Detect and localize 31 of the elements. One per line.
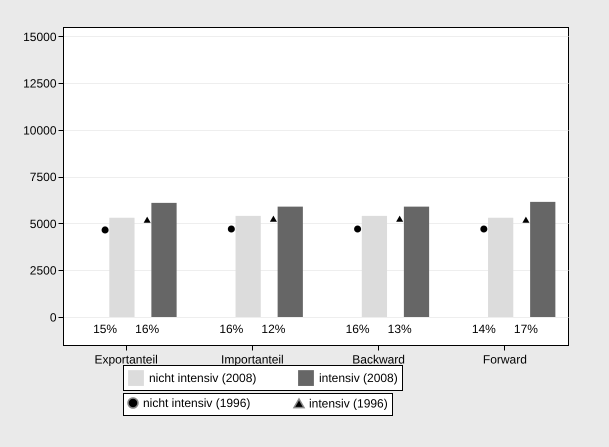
annotation: 16% [346,322,370,336]
legend-label: intensiv (2008) [319,371,398,386]
x-tick-label: Importanteil [221,352,284,366]
annotation: 12% [261,322,286,336]
y-tick-label: 0 [50,310,57,324]
y-tick-label: 7500 [30,170,57,184]
x-tick-label: Forward [482,352,527,366]
bar [404,206,430,317]
legend-label: nicht intensiv (1996) [143,396,250,410]
bar [362,216,388,317]
bar [530,202,556,317]
y-tick-label: 15000 [23,30,57,44]
x-tick-label: Exportanteil [94,352,158,366]
bar [109,218,135,317]
annotation: 16% [219,322,244,336]
annotation: 16% [135,322,160,336]
annotation: 17% [514,322,538,336]
y-tick-label: 10000 [23,123,57,138]
legend-label: intensiv (1996) [309,396,388,410]
x-tick-label: Backward [352,352,405,366]
bar [236,216,261,317]
bar [488,218,514,317]
bar [278,206,303,317]
legend-label: nicht intensiv (2008) [149,371,256,386]
annotation: 14% [472,322,496,336]
annotation: 13% [388,322,412,336]
annotation: 15% [93,322,118,336]
bar [151,202,177,317]
y-tick-label: 12500 [23,76,57,91]
y-tick-label: 2500 [30,264,57,278]
y-tick-label: 5000 [30,216,57,231]
